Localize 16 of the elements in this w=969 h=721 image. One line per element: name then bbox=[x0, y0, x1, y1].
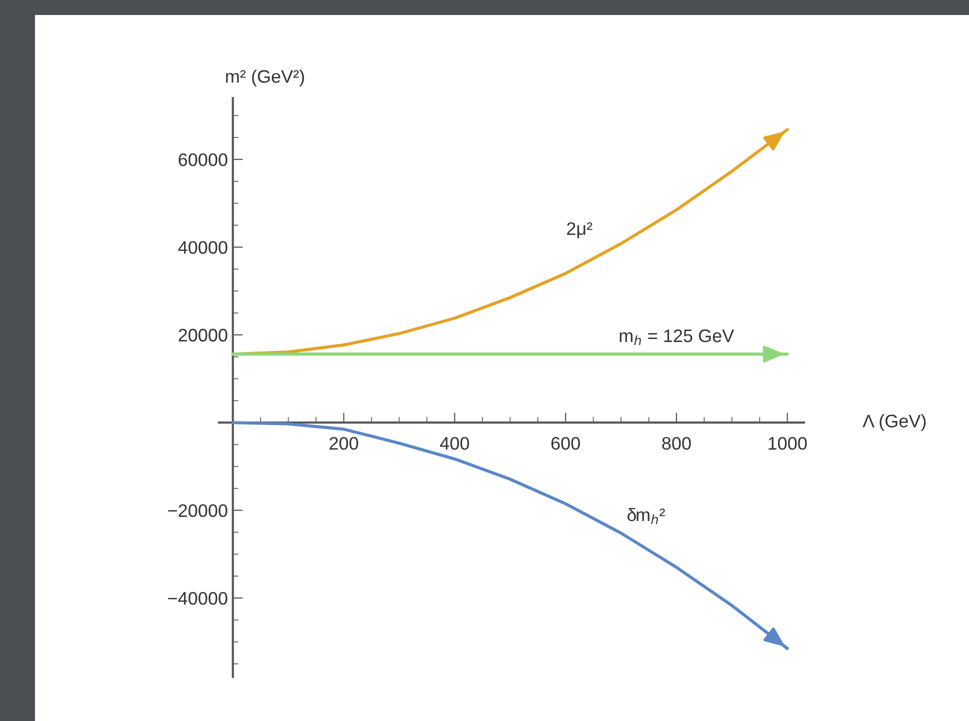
y-tick-label: −20000 bbox=[168, 504, 228, 518]
series-label: 2μ² bbox=[567, 222, 592, 238]
y-tick-label: 60000 bbox=[178, 153, 228, 166]
x-tick-label: 1000 bbox=[768, 436, 807, 450]
x-tick-label: 600 bbox=[551, 436, 580, 450]
x-tick-label: 800 bbox=[662, 436, 691, 450]
line-series bbox=[231, 128, 789, 356]
x-tick-label: 400 bbox=[440, 436, 470, 450]
y-tick-label: 40000 bbox=[178, 241, 228, 254]
y-tick-label: −40000 bbox=[168, 592, 228, 605]
series-label: m$_{h}$ = 125 GeV bbox=[620, 329, 734, 345]
series-label: δm$_{h}$² bbox=[627, 508, 665, 524]
x-axis-title: Λ (GeV) bbox=[862, 414, 926, 431]
y-axis-title: m² (GeV²) bbox=[226, 70, 304, 86]
y-tick-label: 20000 bbox=[178, 328, 228, 342]
x-tick-label: 200 bbox=[330, 436, 358, 450]
